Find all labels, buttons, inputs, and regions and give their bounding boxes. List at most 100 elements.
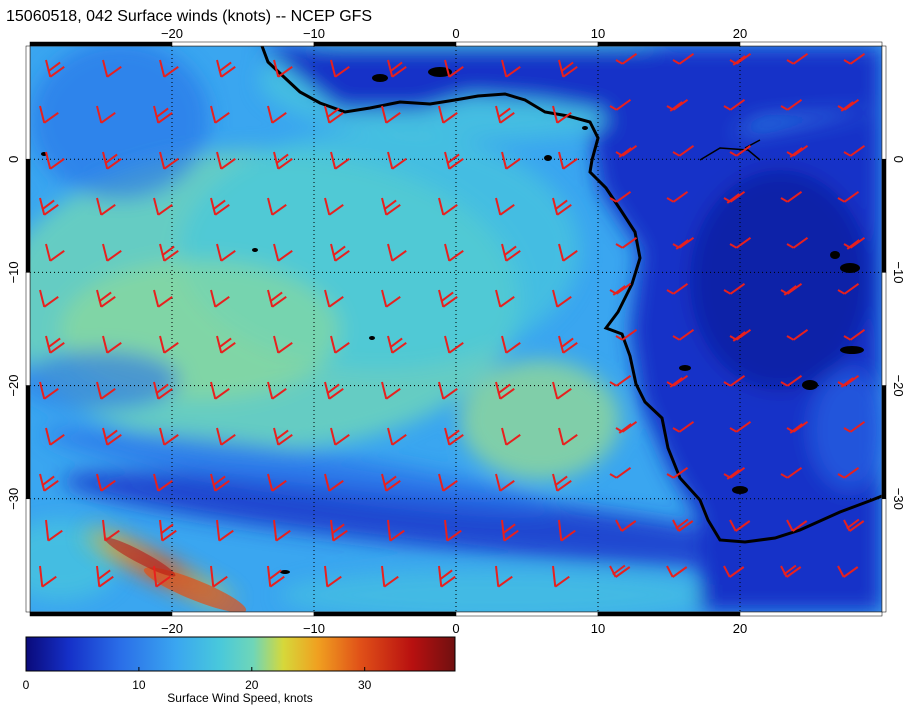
wind-barb xyxy=(267,565,285,588)
wind-barb xyxy=(387,335,407,354)
right-scale-seg xyxy=(881,45,887,160)
wind-barb xyxy=(780,283,803,296)
colorbar-tick-label-0: 0 xyxy=(23,678,30,692)
wind-barb xyxy=(495,289,515,308)
wind-barb xyxy=(267,289,287,308)
bottom-scale-seg xyxy=(171,611,315,617)
wind-barb xyxy=(153,565,171,588)
lon-tick-top-4: 20 xyxy=(733,26,747,41)
wind-barb xyxy=(729,145,752,157)
lat-tick-left-3: −30 xyxy=(6,488,21,510)
wind-barb xyxy=(615,145,638,158)
wind-barb xyxy=(330,59,350,78)
bottom-scale-seg xyxy=(313,611,457,617)
wind-barb xyxy=(96,197,116,216)
wind-barb xyxy=(723,375,746,387)
wind-barb xyxy=(210,289,230,308)
wind-barb xyxy=(501,151,521,170)
right-scale-seg xyxy=(881,498,887,613)
wind-barb xyxy=(672,518,694,532)
wind-barb xyxy=(96,565,114,588)
wind-barb xyxy=(267,197,287,216)
wind-barb xyxy=(843,329,866,341)
right-scale-seg xyxy=(881,272,887,386)
right-scale-seg xyxy=(881,385,887,500)
wind-barb xyxy=(723,283,746,295)
left-scale-seg xyxy=(25,158,31,273)
lat-tick-left-1: −10 xyxy=(6,261,21,283)
wind-barb xyxy=(330,519,348,542)
wind-barb xyxy=(39,381,59,400)
wind-barb xyxy=(102,59,122,78)
wind-barb xyxy=(210,473,230,492)
lon-tick-top-2: 0 xyxy=(452,26,459,41)
wind-barb xyxy=(609,191,632,203)
wind-barb xyxy=(444,427,464,446)
wind-barb xyxy=(666,283,689,295)
wind-barb xyxy=(96,105,116,124)
wind-barb xyxy=(39,565,57,588)
wind-barb xyxy=(153,197,173,216)
colorbar-tick-label-3: 30 xyxy=(358,678,372,692)
bottom-scale-seg xyxy=(29,611,173,617)
wind-barb xyxy=(495,565,513,588)
wind-barb xyxy=(558,519,576,542)
wind-barb xyxy=(780,191,803,203)
wind-barb xyxy=(387,427,407,446)
lon-tick-bottom-0: −20 xyxy=(161,621,183,636)
wind-barb xyxy=(216,335,236,354)
wind-barb xyxy=(672,237,695,250)
wind-barb xyxy=(324,381,344,400)
colorbar-label: Surface Wind Speed, knots xyxy=(167,691,312,705)
wind-barb xyxy=(387,59,407,78)
wind-barb xyxy=(39,473,59,492)
wind-barb xyxy=(438,381,458,400)
wind-barb xyxy=(609,375,632,387)
wind-barb xyxy=(45,427,65,446)
wind-barb xyxy=(45,335,65,354)
wind-barb xyxy=(666,99,689,112)
lat-tick-left-0: 0 xyxy=(6,156,21,163)
wind-barb xyxy=(438,473,458,492)
wind-barb xyxy=(267,473,287,492)
axis-ticks: −20 −20 −10 −10 0 0 10 10 20 20 0 0 −10 −10 −20 −20 −30 −… xyxy=(6,26,906,636)
wind-barb xyxy=(558,243,578,262)
wind-barb xyxy=(780,467,803,479)
bottom-scale-seg xyxy=(455,611,599,617)
wind-barb xyxy=(552,473,572,492)
top-scale-seg xyxy=(313,41,457,47)
wind-barb xyxy=(330,243,350,262)
wind-barb xyxy=(558,59,578,78)
wind-barb xyxy=(666,375,689,388)
wind-barb xyxy=(102,427,122,446)
wind-barb xyxy=(273,151,293,170)
wind-barb xyxy=(102,519,120,542)
wind-barb xyxy=(159,59,179,78)
wind-barb xyxy=(501,59,521,78)
wind-barb xyxy=(837,283,860,295)
wind-barb xyxy=(381,289,401,308)
wind-barb xyxy=(780,564,802,578)
wind-barb xyxy=(609,564,631,578)
wind-barb xyxy=(381,105,401,124)
wind-barb xyxy=(330,151,350,170)
top-scale-seg xyxy=(29,41,173,47)
wind-barb xyxy=(495,105,515,124)
wind-barb xyxy=(786,145,809,158)
wind-barb xyxy=(102,335,122,354)
wind-barb xyxy=(843,145,866,157)
wind-barb xyxy=(672,145,695,157)
wind-barb xyxy=(387,243,407,262)
wind-barb xyxy=(729,329,752,342)
wind-barb xyxy=(558,151,578,170)
wind-barb xyxy=(837,375,860,388)
wind-barb xyxy=(267,381,287,400)
wind-barb xyxy=(723,99,746,111)
wind-barb xyxy=(45,519,63,542)
wind-barb xyxy=(216,243,236,262)
right-scale-seg xyxy=(881,158,887,273)
lon-tick-top-3: 10 xyxy=(591,26,605,41)
wind-barb xyxy=(729,237,752,249)
wind-barb xyxy=(609,467,632,479)
